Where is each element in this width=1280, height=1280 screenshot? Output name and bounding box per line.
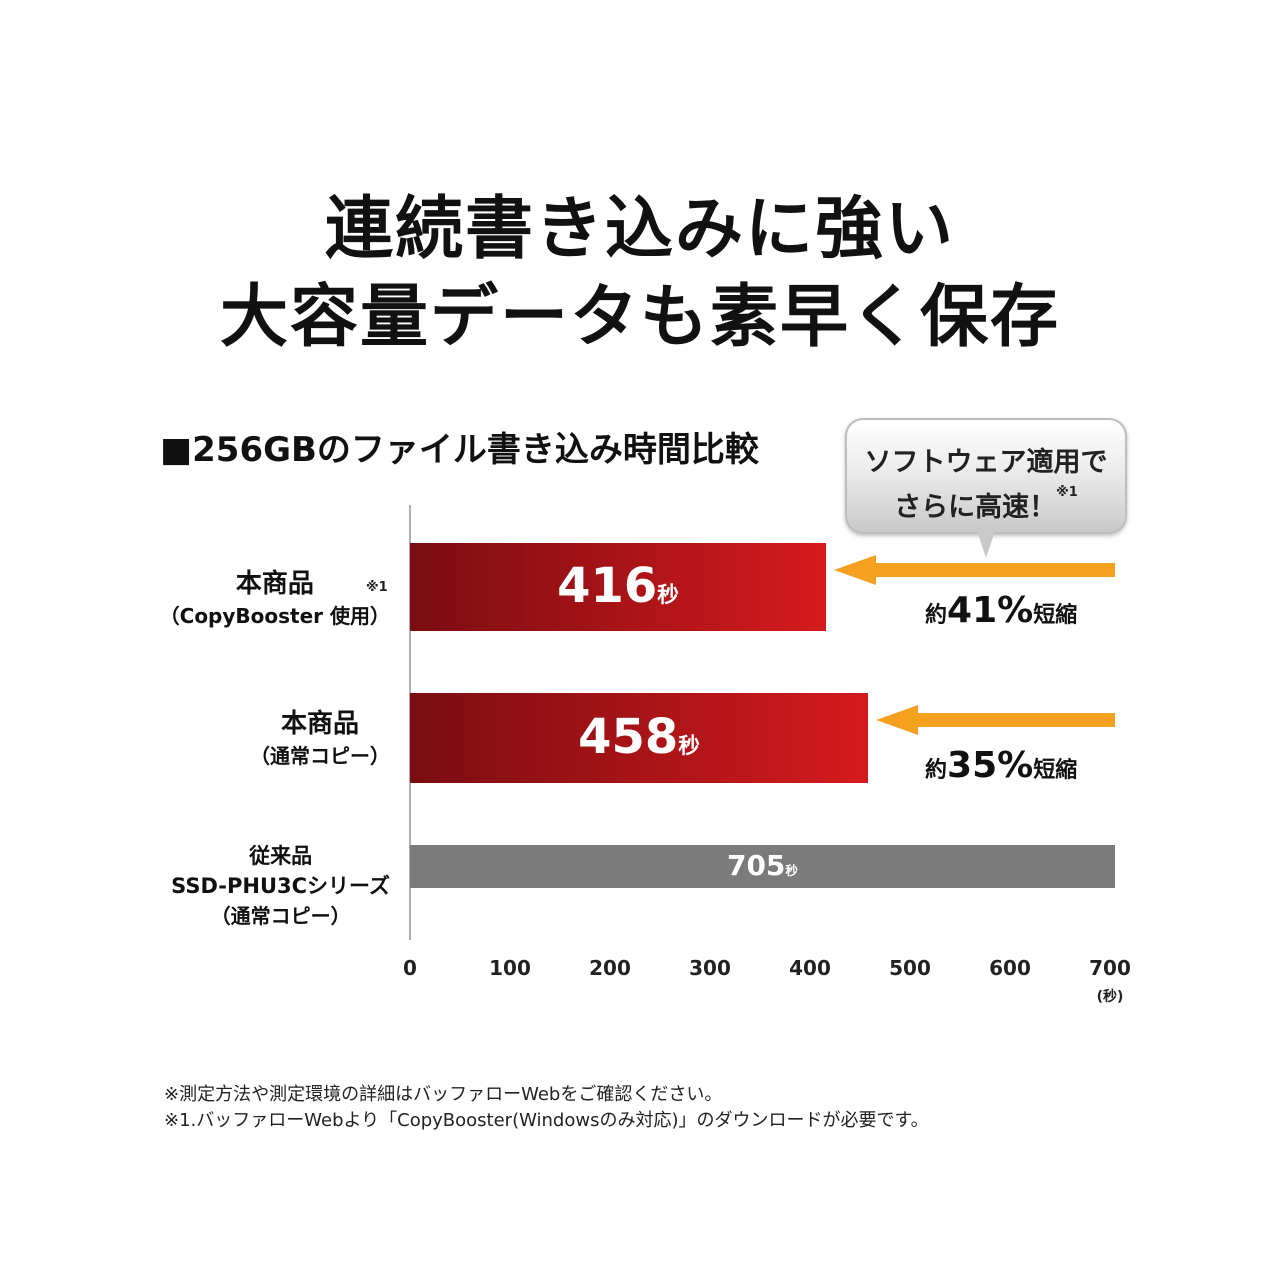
value-number: 458 xyxy=(578,709,679,766)
value-number: 416 xyxy=(557,558,658,615)
x-tick-label: 700 xyxy=(1089,956,1131,980)
bar-label-main: 従来品 xyxy=(249,844,313,868)
bar-normal-copy xyxy=(410,693,868,783)
bar-copybooster xyxy=(410,543,826,631)
callout-line-2-text: さらに高速！ xyxy=(894,492,1057,523)
x-tick-label: 400 xyxy=(789,956,831,980)
reduction-arrow-1 xyxy=(834,555,1115,585)
value-unit: 秒 xyxy=(657,583,679,609)
footnote-2: ※1.バッファローWebより「CopyBooster(Windowsのみ対応)」… xyxy=(164,1110,929,1131)
reduction-suffix: 短縮 xyxy=(1033,603,1078,628)
reduction-suffix: 短縮 xyxy=(1033,758,1078,783)
reduction-label-2: 約35%短縮 xyxy=(925,745,1077,786)
reduction-value: 41% xyxy=(947,590,1034,631)
bar-value-legacy: 705秒 xyxy=(410,850,1115,887)
bar-label-note: ※1 xyxy=(366,580,388,595)
reduction-prefix: 約 xyxy=(925,758,948,783)
headline-line-2: 大容量データも素早く保存 xyxy=(219,278,1060,357)
bar-label-sub: （通常コピー） xyxy=(210,904,351,928)
callout-line-2: さらに高速！※1 xyxy=(847,485,1125,524)
bar-label-main: 本商品 xyxy=(235,569,314,599)
reduction-label-1: 約41%短縮 xyxy=(925,590,1077,631)
value-unit: 秒 xyxy=(785,863,799,879)
x-tick-label: 200 xyxy=(589,956,631,980)
callout-note: ※1 xyxy=(1056,485,1078,500)
reduction-arrow-shape xyxy=(834,555,1115,585)
callout-line-1: ソフトウェア適用で xyxy=(864,447,1108,478)
bar-label-sub: （通常コピー） xyxy=(250,744,390,768)
callout-tail xyxy=(976,528,996,558)
bar-label-main: 本商品 xyxy=(280,709,359,739)
footnote-1: ※測定方法や測定環境の詳細はバッファローWebをご確認ください。 xyxy=(164,1084,723,1105)
bar-value-normal: 458秒 xyxy=(410,710,868,774)
bar-label-normal: 本商品 （通常コピー） xyxy=(250,703,390,769)
chart-title: ■256GBのファイル書き込み時間比較 xyxy=(160,430,759,470)
reduction-arrow-2 xyxy=(876,705,1115,735)
bar-label-model: SSD-PHU3Cシリーズ xyxy=(171,874,390,898)
value-unit: 秒 xyxy=(678,734,700,760)
reduction-arrow-shape xyxy=(876,705,1115,735)
x-tick-label: 100 xyxy=(489,956,531,980)
x-tick-label: 600 xyxy=(989,956,1031,980)
x-tick-label: 500 xyxy=(889,956,931,980)
bar-label-legacy: 従来品 SSD-PHU3Cシリーズ （通常コピー） xyxy=(171,840,390,929)
x-axis-unit: (秒) xyxy=(1096,989,1124,1005)
bar-label-sub: （CopyBooster 使用） xyxy=(159,604,390,628)
value-number: 705 xyxy=(726,849,786,883)
x-tick-label: 0 xyxy=(403,956,417,980)
reduction-value: 35% xyxy=(947,745,1034,786)
bar-label-copybooster: 本商品 （CopyBooster 使用） xyxy=(160,563,390,629)
bar-legacy xyxy=(410,845,1115,888)
reduction-prefix: 約 xyxy=(925,603,948,628)
bar-value-copybooster: 416秒 xyxy=(410,559,826,623)
x-tick-label: 300 xyxy=(689,956,731,980)
headline-line-1: 連続書き込みに強い xyxy=(324,190,955,269)
